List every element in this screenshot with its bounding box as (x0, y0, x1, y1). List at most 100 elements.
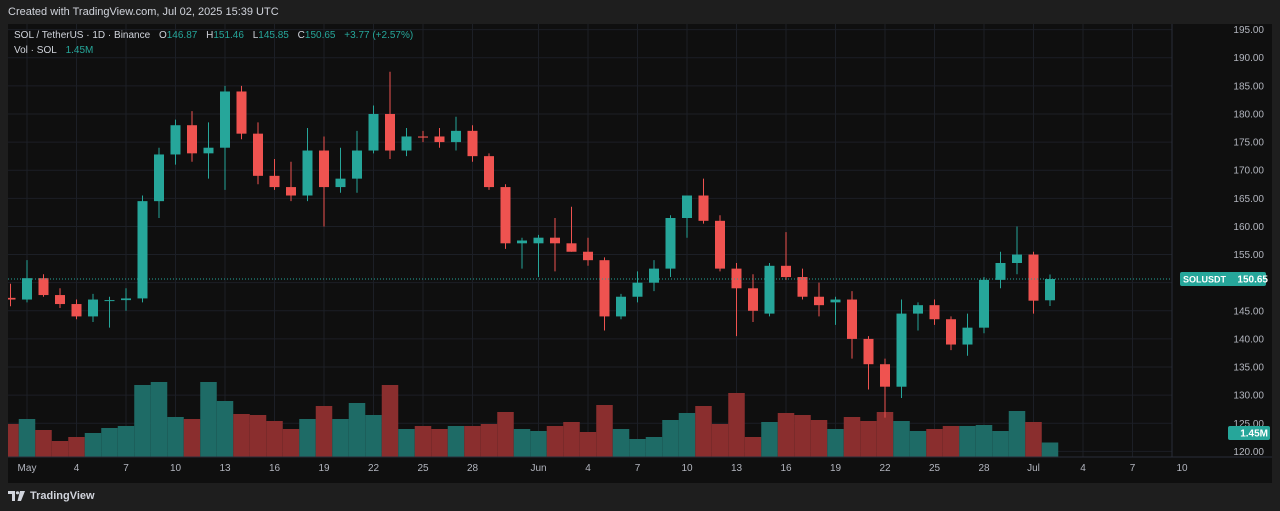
volume-bar (183, 419, 201, 457)
created-with-caption: Created with TradingView.com, Jul 02, 20… (8, 6, 279, 18)
volume-bar (480, 424, 498, 457)
candle-down (748, 288, 758, 311)
tradingview-brand[interactable]: TradingView (8, 490, 95, 502)
time-tick-label: 16 (269, 463, 281, 474)
volume-bar (464, 426, 481, 457)
high-label: H (206, 30, 214, 41)
candle-up (352, 150, 362, 179)
time-tick-label: 4 (1080, 463, 1086, 474)
volume-bar (431, 429, 448, 457)
candle-down (566, 243, 577, 252)
high-value: 151.46 (213, 30, 244, 41)
volume-bar (299, 419, 316, 457)
volume-bar (150, 382, 168, 457)
time-tick-label: 13 (731, 463, 743, 474)
candle-down (434, 136, 445, 143)
candle-down (946, 319, 956, 345)
candle-down (187, 125, 197, 154)
candle-up (302, 150, 313, 196)
tradingview-brand-text: TradingView (30, 490, 95, 502)
volume-bar (18, 419, 36, 457)
candle-up (88, 299, 98, 317)
candle-up (649, 268, 659, 283)
candle-down (38, 278, 49, 296)
candle-down (880, 364, 890, 387)
volume-bar (992, 431, 1009, 457)
candle-up (104, 300, 115, 302)
candle-down (269, 175, 280, 188)
time-tick-label: 19 (318, 463, 330, 474)
volume-bar (8, 424, 19, 457)
candle-up (451, 130, 461, 143)
symbol-legend-row: SOL / TetherUS · 1D · Binance O146.87 H1… (14, 28, 413, 43)
candle-down (781, 265, 791, 278)
price-axis-background (1172, 24, 1272, 483)
candle-up (665, 218, 676, 269)
volume-bar (612, 429, 630, 457)
volume-bar (35, 430, 52, 457)
volume-bar (84, 433, 102, 457)
top-caption-bar: Created with TradingView.com, Jul 02, 20… (0, 0, 1280, 24)
volume-bar (315, 406, 333, 457)
volume-badge-value: 1.45M (1240, 429, 1268, 440)
candle-up (533, 237, 544, 244)
candle-down (236, 91, 247, 134)
volume-bar (497, 412, 514, 457)
grid-lines (8, 24, 1183, 457)
price-axis[interactable]: 120.00 125.00 130.00 135.00 140.00 145.00 150.… (1171, 24, 1272, 483)
volume-bar (68, 437, 85, 457)
time-tick-label: 19 (830, 463, 842, 474)
volume-bar (678, 413, 696, 457)
candle-up (632, 282, 643, 297)
volume-bar (876, 412, 894, 457)
open-value: 146.87 (166, 30, 198, 41)
candle-down (583, 251, 593, 261)
candle-down (418, 136, 428, 138)
time-tick-label: 7 (123, 463, 129, 474)
candle-up (22, 278, 32, 300)
price-tick-label: 125.00 (1233, 419, 1264, 430)
candle-up (616, 296, 626, 317)
time-tick-label: 25 (417, 463, 429, 474)
volume-bar (134, 385, 151, 457)
candle-down (599, 260, 610, 317)
price-tick-label: 155.00 (1233, 250, 1264, 261)
price-tick-label: 130.00 (1233, 391, 1264, 402)
low-label: L (252, 30, 259, 41)
volume-bar (893, 421, 910, 457)
candle-down (731, 268, 742, 289)
price-badge-value: 150.65 (1237, 275, 1268, 286)
volume-bar (51, 441, 69, 457)
candle-down (467, 130, 478, 157)
price-tick-label: 195.00 (1233, 25, 1264, 36)
tradingview-logo-icon (8, 491, 25, 501)
candlestick-chart[interactable]: 120.00 125.00 130.00 135.00 140.00 145.00 150.… (8, 24, 1272, 483)
time-tick-label: 10 (681, 463, 693, 474)
volume-bar (761, 422, 778, 457)
candle-down (8, 297, 16, 300)
symbol-title[interactable]: SOL / TetherUS · 1D · Binance (14, 30, 151, 41)
time-tick-label: 10 (1176, 463, 1188, 474)
time-tick-label: Jun (530, 463, 546, 474)
volume-bar (1025, 422, 1042, 457)
volume-bar (827, 429, 844, 457)
price-tick-label: 145.00 (1233, 306, 1264, 317)
volume-bar (794, 415, 811, 457)
volume-bar (810, 420, 828, 457)
volume-bar (398, 429, 415, 457)
volume-value: 1.45M (65, 45, 94, 56)
candle-up (979, 279, 989, 328)
volume-label[interactable]: Vol · SOL (14, 45, 57, 56)
time-tick-label: 4 (74, 463, 80, 474)
time-tick-label: 4 (585, 463, 591, 474)
candle-up (121, 298, 131, 301)
volume-bar (249, 415, 267, 457)
volume-bar (711, 424, 729, 457)
candle-down (847, 299, 857, 339)
candle-down (814, 296, 824, 306)
low-value: 145.85 (258, 30, 289, 41)
time-tick-label: 22 (368, 463, 380, 474)
candle-up (896, 313, 907, 387)
time-axis[interactable]: May 4 7 10 13 16 19 22 25 28 Jun 4 7 10 13 16 19 22 25 28 Ju… (8, 456, 1272, 474)
time-tick-label: 22 (879, 463, 891, 474)
